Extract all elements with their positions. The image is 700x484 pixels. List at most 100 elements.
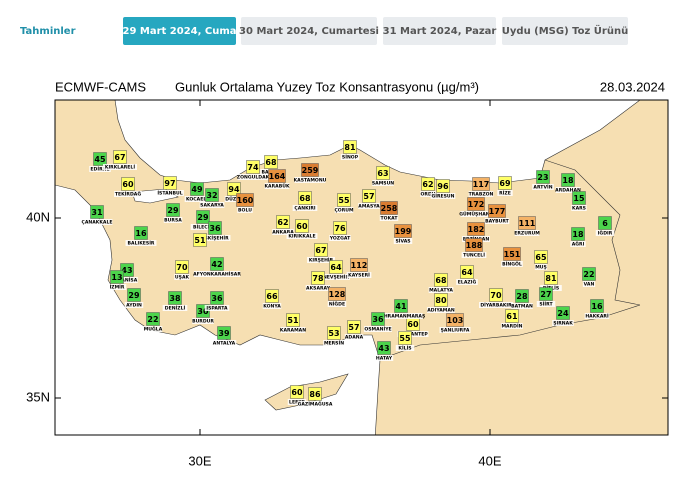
name-box (264, 183, 290, 189)
name-box (211, 340, 237, 346)
value-label: 36 (372, 315, 384, 324)
value-label: 57 (363, 192, 374, 201)
tab-background[interactable] (502, 17, 628, 45)
city: 55 KİLİS (395, 331, 415, 352)
value-box (472, 177, 490, 191)
city-name: LEFKE (289, 400, 305, 406)
city-name: ANKARA (272, 230, 294, 236)
city: 80 ADIYAMAN (427, 293, 455, 314)
value-box (134, 226, 148, 240)
lat-label: 40N (26, 209, 50, 224)
tab-background[interactable] (123, 17, 236, 45)
name-box (204, 305, 230, 311)
name-box (430, 193, 456, 199)
tab[interactable]: 31 Mart 2024, Pazar (383, 17, 497, 45)
city-name: KAYSERİ (348, 272, 370, 279)
city: 29 BİLECİK (190, 210, 216, 231)
city-name: SAKARYA (200, 203, 224, 209)
value-label: 36 (209, 224, 221, 233)
value-label: 29 (128, 291, 140, 300)
city-name: KİLİS (398, 345, 411, 352)
tab-bar: 29 Mart 2024, Cuma 30 Mart 2024, Cumartes… (122, 17, 628, 45)
city: 68 MALATYA (428, 273, 453, 294)
city-name: ELAZIĞ (458, 279, 477, 286)
name-box (395, 345, 415, 351)
lon-label: 30E (188, 453, 211, 468)
name-box (334, 207, 354, 213)
value-label: 61 (506, 312, 518, 321)
city: 78 AKSARAY (305, 271, 331, 292)
name-box (532, 184, 554, 190)
value-label: 60 (291, 388, 303, 397)
name-box (439, 327, 471, 333)
value-box (434, 273, 448, 287)
city: 96 GİRESUN (430, 179, 456, 200)
tab-label[interactable]: 31 Mart 2024, Pazar (383, 26, 497, 37)
value-label: 70 (176, 263, 188, 272)
city: 258 TOKAT (379, 201, 399, 222)
name-box (340, 154, 360, 160)
city: 39 ANTALYA (211, 326, 237, 347)
value-box (544, 271, 558, 285)
value-box (434, 293, 448, 307)
city-name: AYDIN (126, 303, 142, 309)
city-name: ORDU (421, 192, 436, 198)
city: 16 BALIKESİR (125, 226, 157, 247)
tab[interactable]: 30 Mart 2024, Cumartesi (239, 17, 379, 45)
name-box (125, 240, 157, 246)
value-label: 67 (114, 153, 125, 162)
city: 151 BİNGÖL (501, 247, 523, 268)
city-name: ISPARTA (206, 306, 228, 312)
name-box (379, 215, 399, 221)
value-box (286, 313, 300, 327)
city: 60 TEKİRDAĞ (114, 177, 142, 198)
tab-label[interactable]: Uydu (MSG) Toz Ürünü (502, 23, 628, 37)
tab-background[interactable] (383, 17, 496, 45)
name-box (514, 230, 540, 236)
city-name: AKSARAY (306, 286, 331, 292)
name-box (307, 257, 335, 263)
value-box (127, 288, 141, 302)
name-box (262, 303, 282, 309)
value-box (311, 271, 325, 285)
name-box (143, 326, 163, 332)
value-box (465, 238, 483, 252)
value-box (276, 215, 290, 229)
name-box (114, 191, 142, 197)
value-label: 112 (351, 261, 368, 270)
city-name: KARS (572, 206, 586, 212)
city-name: BOLU (238, 208, 252, 214)
city: 74 ZONGULDAK (237, 160, 270, 181)
tab-label[interactable]: 29 Mart 2024, Cuma (122, 26, 236, 37)
city-name: ÇANKIRI (294, 206, 316, 212)
value-label: 30 (197, 307, 209, 316)
value-label: 117 (473, 180, 490, 189)
tab-label[interactable]: 30 Mart 2024, Cumartesi (239, 26, 379, 37)
value-box (90, 205, 104, 219)
city: 6 IĞDIR (595, 216, 615, 237)
tab-background[interactable] (241, 17, 377, 45)
tab[interactable]: 29 Mart 2024, Cuma (122, 17, 237, 45)
city: 43 HATAY (374, 341, 394, 362)
value-box (93, 152, 107, 166)
value-box (590, 299, 604, 313)
value-label: 65 (535, 253, 547, 262)
value-label: 86 (309, 390, 321, 399)
value-label: 29 (167, 206, 179, 215)
name-box (582, 281, 596, 287)
city-name: HAKKARİ (585, 313, 609, 320)
city-name: ÇANAKKALE (81, 220, 112, 226)
value-box (208, 221, 222, 235)
value-box (376, 166, 390, 180)
city: 22 MUĞLA (143, 312, 163, 333)
city: 111 ERZURUM (514, 216, 540, 237)
city-name: GİRESUN (431, 193, 454, 200)
value-box (598, 216, 612, 230)
value-box (175, 260, 189, 274)
city-name: NİĞDE (329, 301, 345, 308)
value-box (146, 312, 160, 326)
tab[interactable]: Uydu (MSG) Toz Ürünü (502, 17, 628, 45)
value-box (168, 291, 182, 305)
value-box (113, 150, 127, 164)
name-box (237, 207, 253, 213)
